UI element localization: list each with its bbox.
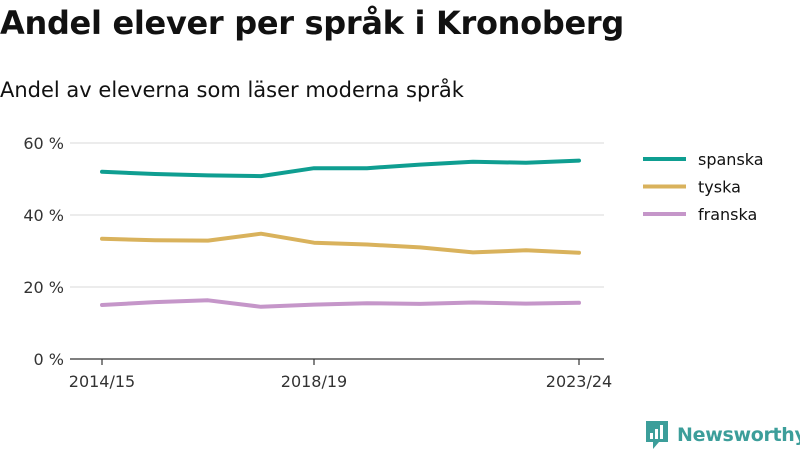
y-tick-label: 40 %	[23, 206, 64, 225]
series-line-tyska	[100, 231, 581, 255]
series-line-franska	[100, 298, 581, 309]
x-tick-label: 2023/24	[546, 372, 612, 391]
x-tick-label: 2014/15	[69, 372, 135, 391]
legend-label: spanska	[698, 150, 764, 169]
x-axis: 2014/15 2018/19 2023/24	[69, 358, 612, 391]
y-tick-label: 0 %	[34, 350, 64, 369]
x-tick-label: 2018/19	[281, 372, 347, 391]
series-line-spanska	[100, 158, 581, 179]
legend-item-franska: franska	[643, 205, 757, 224]
brand-name: Newsworthy	[677, 424, 800, 446]
y-axis: 0 % 20 % 40 % 60 %	[23, 134, 64, 369]
chart-title: Andel elever per språk i Kronoberg	[0, 4, 624, 42]
line-chart: 2014/15 2018/19 2023/24 0 % 20 % 40 % 60 % sp…	[23, 134, 764, 391]
series-lines	[100, 158, 581, 309]
legend-item-tyska: tyska	[643, 178, 741, 197]
legend-label: franska	[698, 205, 757, 224]
legend-item-spanska: spanska	[643, 150, 764, 169]
legend-label: tyska	[698, 178, 741, 197]
y-tick-label: 60 %	[23, 134, 64, 153]
chart-subtitle: Andel av eleverna som läser moderna språ…	[0, 78, 464, 102]
y-tick-label: 20 %	[23, 278, 64, 297]
newsworthy-logo-icon	[646, 421, 668, 449]
brand-logo: Newsworthy	[644, 420, 800, 450]
grid	[70, 142, 604, 288]
legend: spanska tyska franska	[643, 150, 764, 224]
